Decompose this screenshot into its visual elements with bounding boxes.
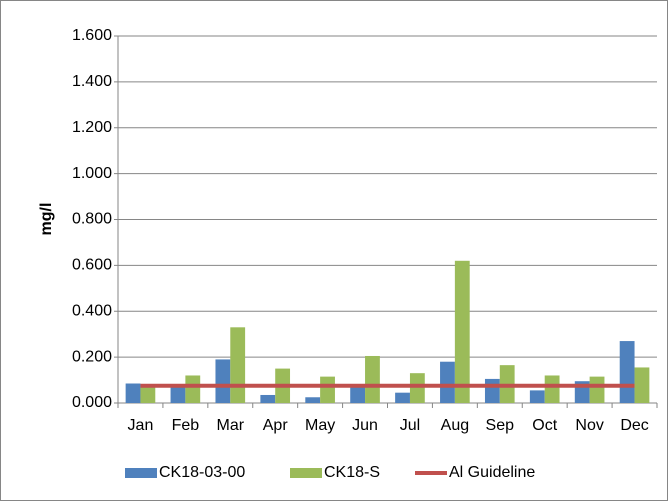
bar [170, 386, 186, 403]
legend-label: CK18-03-00 [159, 464, 245, 481]
y-tick-label: 0.400 [72, 302, 112, 319]
bar [544, 375, 560, 403]
bar [440, 361, 455, 403]
bar [365, 355, 380, 403]
y-tick-label: 0.000 [72, 394, 112, 411]
y-axis-label: mg/l [38, 203, 55, 236]
bar [260, 394, 276, 403]
x-tick-label: Aug [441, 417, 469, 434]
bar [409, 373, 425, 403]
y-tick-label: 1.600 [72, 27, 112, 44]
x-tick-label: Jul [400, 417, 420, 434]
legend-label: CK18-S [324, 464, 380, 481]
bar [484, 378, 500, 403]
bar [125, 383, 141, 403]
legend-label: Al Guideline [449, 464, 535, 481]
bar [185, 375, 201, 403]
x-tick-label: Apr [263, 417, 289, 434]
bar [634, 367, 650, 403]
bar [454, 260, 470, 403]
x-tick-label: May [305, 417, 335, 434]
x-tick-label: Jan [128, 417, 154, 434]
bar [305, 397, 321, 403]
x-tick-label: Sep [486, 417, 515, 434]
bar [395, 392, 410, 403]
bar [619, 341, 635, 403]
bar [320, 376, 335, 403]
bar [529, 390, 545, 403]
bar [230, 327, 246, 403]
x-tick-label: Jun [352, 417, 378, 434]
x-tick-label: Oct [532, 417, 557, 434]
y-tick-label: 1.400 [72, 73, 112, 90]
legend-swatch [125, 468, 157, 478]
y-tick-label: 0.200 [72, 348, 112, 365]
legend-swatch [290, 468, 322, 478]
x-tick-label: Mar [217, 417, 245, 434]
y-tick-label: 0.800 [72, 211, 112, 228]
x-tick-label: Dec [620, 417, 648, 434]
bar [589, 376, 605, 403]
y-tick-label: 1.200 [72, 119, 112, 136]
x-tick-label: Nov [575, 417, 603, 434]
x-tick-label: Feb [172, 417, 200, 434]
bar [350, 386, 366, 403]
bar [140, 386, 156, 403]
bar [215, 359, 231, 403]
y-tick-label: 0.600 [72, 257, 112, 274]
y-tick-label: 1.000 [72, 165, 112, 182]
